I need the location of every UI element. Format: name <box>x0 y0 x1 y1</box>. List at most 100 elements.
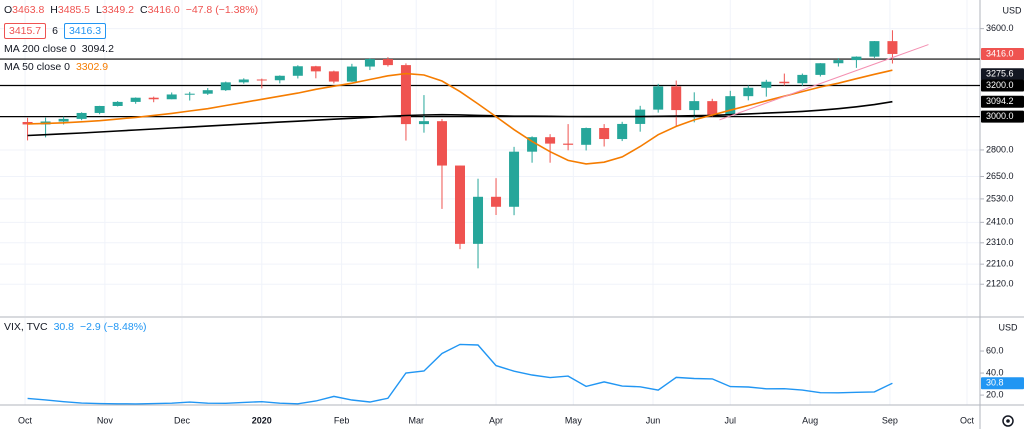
candle-body <box>707 101 718 116</box>
y-tick-label: 2800.0 <box>986 144 1014 154</box>
ohlc-value: 3349.2 <box>101 4 134 16</box>
study-value: 3094.2 <box>81 43 114 55</box>
candle-body <box>238 79 249 83</box>
price-label-box <box>981 79 1024 92</box>
study-name: MA 50 close 0 <box>4 61 70 73</box>
study-value-box <box>981 95 1024 108</box>
x-tick-label: Jun <box>646 415 661 425</box>
candle-body <box>418 121 429 125</box>
candle-body <box>545 137 556 144</box>
candle-body <box>76 112 87 119</box>
x-tick-label: Dec <box>174 415 191 425</box>
ohlc-value: 3463.8 <box>12 4 45 16</box>
x-tick-label: May <box>565 415 583 425</box>
y-tick-label: 40.0 <box>986 367 1004 377</box>
study-legend: MA 200 close 0 3094.2 <box>4 43 114 55</box>
candle-body <box>563 143 574 145</box>
ohlc-key: H <box>50 4 58 16</box>
candle-body <box>364 59 375 67</box>
candle-body <box>869 41 880 57</box>
candle-body <box>436 121 447 166</box>
vix-last: 30.8 <box>53 321 75 333</box>
candle-body <box>130 97 141 102</box>
ohlc-value: 3416.0 <box>147 4 180 16</box>
candle-body <box>382 59 393 66</box>
x-tick-label: Feb <box>334 415 350 425</box>
gear[interactable] <box>1002 415 1014 427</box>
candle-body <box>887 41 898 54</box>
candle-body <box>220 82 231 91</box>
x-tick-label: 2020 <box>252 415 272 425</box>
price-label-box <box>981 68 1024 81</box>
candle-body <box>274 75 285 81</box>
trend-line <box>719 44 929 121</box>
candle-body <box>184 93 195 95</box>
x-tick-label: Oct <box>960 415 975 425</box>
candle-body <box>256 79 267 81</box>
vix-title: VIX, TVC <box>4 321 48 333</box>
ohlc-key: C <box>139 4 148 16</box>
vix-line <box>27 343 893 405</box>
study-value: 3302.9 <box>75 61 109 73</box>
y-tick-label: 2650.0 <box>986 171 1014 181</box>
ohlc-key: O <box>4 4 13 16</box>
candle-body <box>851 56 862 61</box>
price-label-box <box>981 377 1024 390</box>
candle-body <box>653 86 664 110</box>
y-tick-label: 20.0 <box>986 389 1004 399</box>
vix-currency: USD <box>998 322 1018 332</box>
vix-change: −2.9 (−8.48%) <box>80 321 147 333</box>
moving-average <box>27 100 893 137</box>
bid[interactable]: 3415.7 <box>4 23 47 39</box>
y-tick-label: 2120.0 <box>986 279 1014 289</box>
candle-body <box>328 71 339 82</box>
y-tick-label: 2410.0 <box>986 217 1014 227</box>
x-tick-label: Nov <box>97 415 114 425</box>
settings-icon[interactable] <box>1002 415 1014 427</box>
candle-body <box>22 121 33 125</box>
price-label: 3000.0 <box>986 111 1014 121</box>
candle-body <box>148 97 159 100</box>
ohlc-item: H3485.5 <box>50 4 90 16</box>
price-label: 30.8 <box>986 378 1004 388</box>
x-tick-label: Sep <box>882 415 898 425</box>
study-value-label: 3094.2 <box>986 96 1014 106</box>
vix-legend: VIX, TVC 30.8 −2.9 (−8.48%) <box>4 321 147 333</box>
candle-body <box>725 96 736 116</box>
candle-body <box>509 151 520 207</box>
y-tick-label: 3600.0 <box>986 23 1014 33</box>
spread: 6 <box>52 25 58 37</box>
ohlc-item: L3349.2 <box>96 4 134 16</box>
x-tick-label: Mar <box>408 415 424 425</box>
ohlc-value: 3485.5 <box>57 4 91 16</box>
candle-body <box>797 74 808 84</box>
study-legend: MA 50 close 0 3302.9 <box>4 61 108 73</box>
candle-body <box>761 81 772 88</box>
currency: USD <box>1002 5 1022 15</box>
ask[interactable]: 3416.3 <box>63 23 107 39</box>
ohlc-legend: O3463.8 H3485.5 L3349.2 C3416.0 −47.8 (−… <box>4 4 258 16</box>
candle-body <box>346 66 357 82</box>
change: −47.8 (−1.38%) <box>185 4 259 16</box>
candle-body <box>292 66 303 76</box>
x-tick-label: Aug <box>802 415 818 425</box>
candle-body <box>743 87 754 97</box>
candle-body <box>671 86 682 111</box>
candle-body <box>581 128 592 145</box>
price-label-box <box>981 110 1024 123</box>
ohlc-item: C3416.0 <box>140 4 180 16</box>
candle-body <box>599 128 610 140</box>
candle-body <box>527 137 538 152</box>
ohlc-item: O3463.8 <box>4 4 44 16</box>
candle-body <box>689 101 700 111</box>
candle-body <box>455 165 465 244</box>
gear-center[interactable] <box>1006 419 1010 423</box>
candle-body <box>779 81 790 84</box>
x-tick-label: Apr <box>489 415 503 425</box>
candle-body <box>310 66 321 72</box>
candle-body <box>58 118 69 122</box>
candle-body <box>617 123 628 140</box>
candle-body <box>473 196 484 244</box>
candle-body <box>202 90 213 94</box>
